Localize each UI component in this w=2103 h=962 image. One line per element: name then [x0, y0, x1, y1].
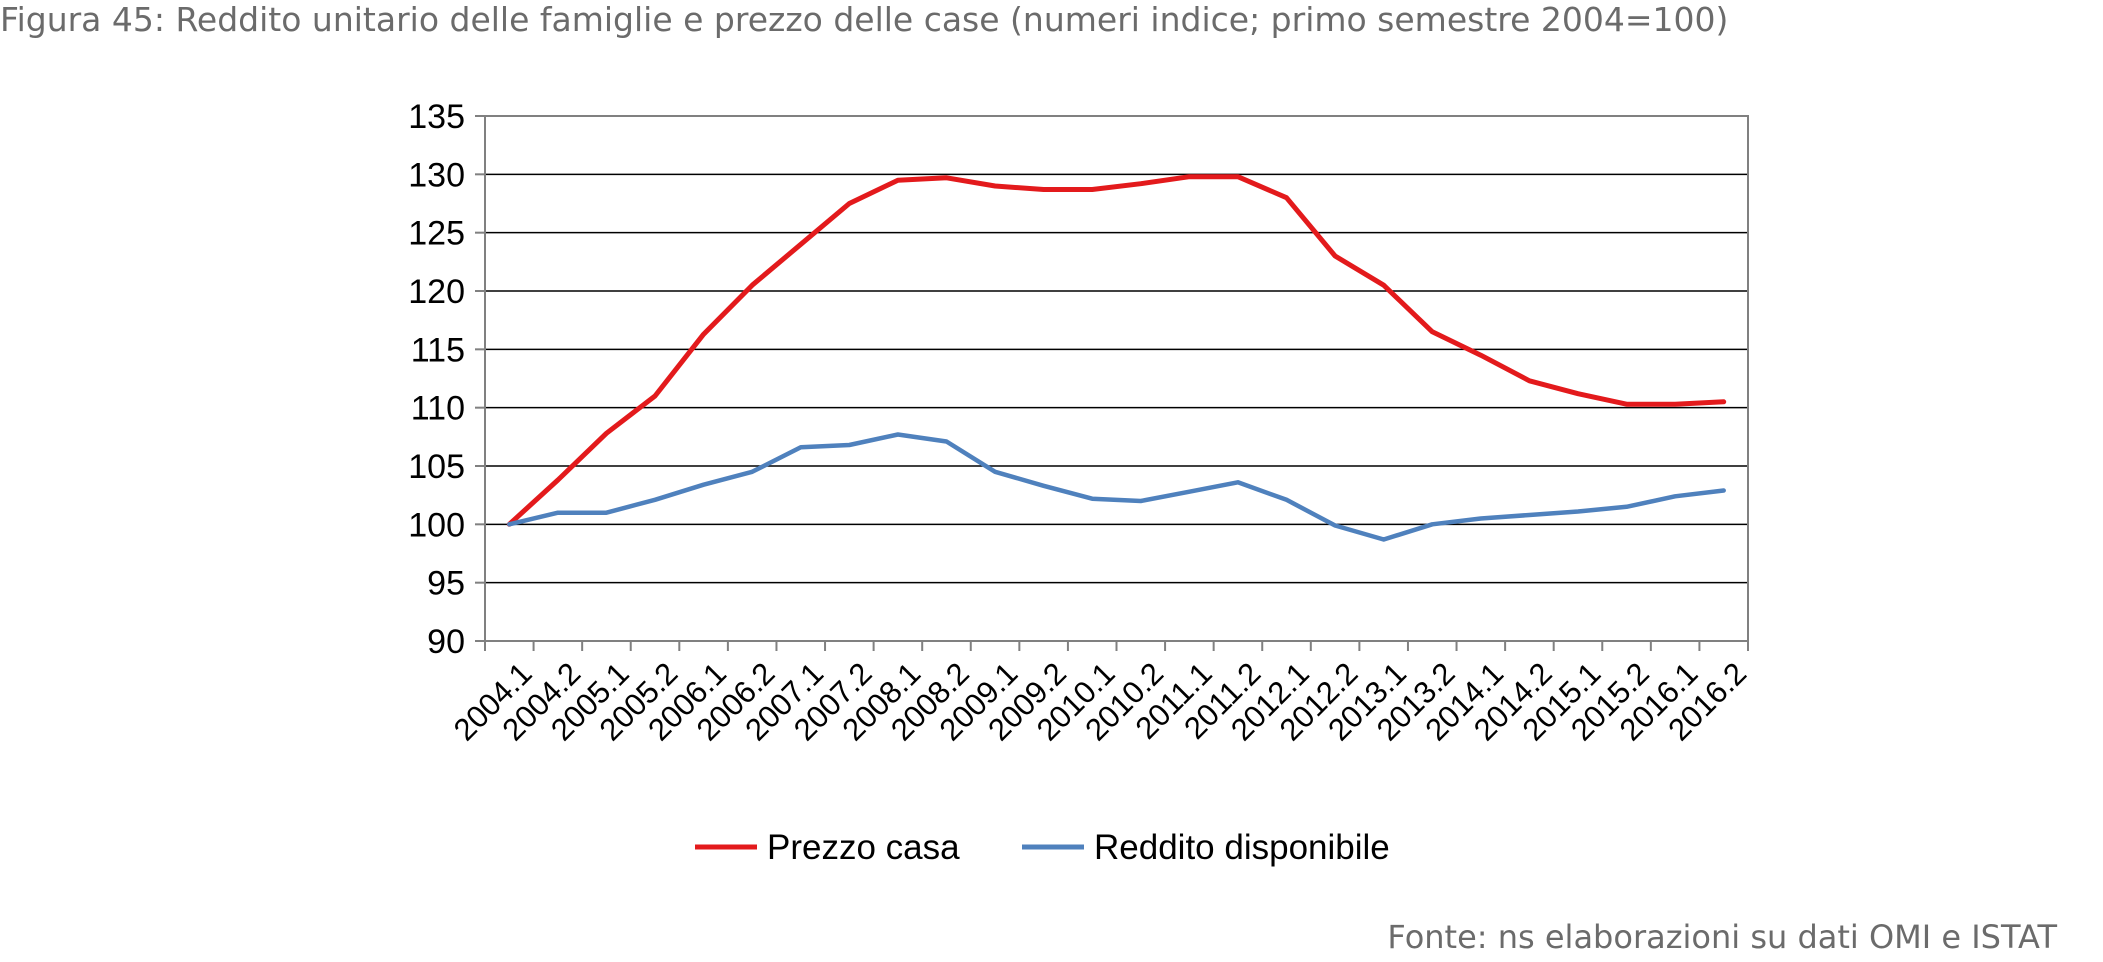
y-tick-label: 100 — [408, 506, 465, 544]
x-axis-ticks: 2004.12004.22005.12005.22006.12006.22007… — [447, 641, 1753, 747]
gridlines — [485, 173, 1748, 584]
series-line-prezzo-casa — [506, 174, 1727, 527]
figure-title: Figura 45: Reddito unitario delle famigl… — [0, 0, 1729, 39]
y-tick-label: 115 — [411, 331, 465, 369]
y-axis-ticks: 90 95 100 105 110 115 120 125 130 135 — [408, 98, 485, 661]
series-lines — [506, 174, 1727, 542]
legend-label: Prezzo casa — [767, 828, 960, 867]
series-line-reddito-disponibile — [507, 432, 1726, 542]
y-tick-label: 110 — [411, 390, 465, 428]
y-tick-label: 90 — [427, 623, 465, 661]
y-tick-label: 105 — [408, 448, 465, 486]
y-tick-label: 135 — [408, 98, 465, 136]
legend-label: Reddito disponibile — [1094, 828, 1390, 867]
plot-area-frame — [484, 115, 1749, 642]
legend: Prezzo casa Reddito disponibile — [695, 828, 1390, 867]
y-tick-label: 120 — [408, 273, 465, 311]
y-tick-label: 130 — [408, 156, 465, 194]
y-tick-label: 95 — [427, 565, 465, 603]
figure-source: Fonte: ns elaborazioni su dati OMI e IST… — [1387, 918, 2057, 956]
y-tick-label: 125 — [408, 215, 465, 253]
